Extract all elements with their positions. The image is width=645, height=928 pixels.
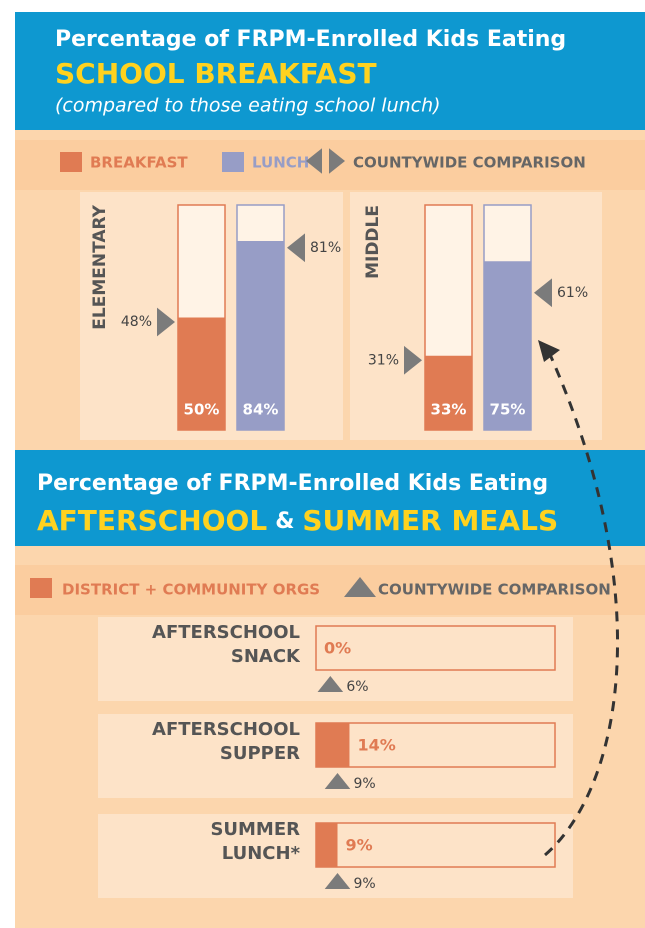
comparison-marker [324,773,351,789]
bar [316,823,338,867]
comparison-label: 81% [310,240,341,256]
category-label: AFTERSCHOOL SUPPER [152,719,300,764]
comparison-label: 6% [346,679,368,695]
comparison-marker [534,278,552,308]
legend-swatch [222,152,244,172]
row-label-box: SUMMER LUNCH* [100,818,300,866]
row-label-wrap: AFTERSCHOOL SNACK [100,621,300,669]
category-label: ELEMENTARY [90,204,110,329]
comparison-marker [324,873,351,889]
comparison-marker [287,233,305,263]
row-label-box: AFTERSCHOOL SUPPER [100,718,300,766]
value-label: 84% [243,401,279,419]
value-label: 0% [324,639,351,658]
bar [316,723,350,767]
comparison-label: 9% [354,776,376,792]
comparison-marker [317,676,344,692]
comparison-marker [157,307,175,337]
legend-marker [329,148,345,174]
comparison-marker [404,345,422,375]
category-label: MIDDLE [363,205,383,279]
legend-swatch [30,578,52,598]
title-highlight: SCHOOL BREAKFAST [55,57,377,90]
legend-label: COUNTYWIDE COMPARISON [378,581,611,599]
comparison-label: 31% [368,352,399,368]
comparison-label: 61% [557,285,588,301]
subtitle: (compared to those eating school lunch) [55,95,441,117]
arrowhead [538,340,560,362]
value-label: 9% [346,836,373,855]
legend-label: LUNCH [252,154,309,172]
bar-outline [315,722,556,768]
value-label: 14% [357,736,395,755]
bar [237,241,284,430]
legend-marker [344,577,376,597]
title: Percentage of FRPM-Enrolled Kids Eating [55,27,566,52]
comparison-label: 9% [354,876,376,892]
category-label: AFTERSCHOOL SNACK [152,622,300,667]
row-label-box: AFTERSCHOOL SNACK [100,621,300,669]
title: Percentage of FRPM-Enrolled Kids Eating [37,471,548,496]
panel [350,192,602,440]
header-1 [15,12,645,130]
category-label: SUMMER LUNCH* [210,819,300,864]
title-highlight-part: & [275,509,294,534]
legend-label: COUNTYWIDE COMPARISON [353,154,586,172]
bar [178,317,225,430]
value-label: 50% [184,401,220,419]
row-label-wrap: SUMMER LUNCH* [100,818,300,866]
marks: Percentage of FRPM-Enrolled Kids Eating S… [30,27,611,898]
bar [425,355,472,430]
value-label: 75% [490,401,526,419]
legend-label: DISTRICT + COMMUNITY ORGS [62,581,320,599]
legend-band-2 [15,565,645,615]
bar-outline [315,822,556,868]
title-highlight-part: SUMMER MEALS [302,504,558,537]
bar-outline [315,625,556,671]
legend-marker [306,148,322,174]
connector-arrow [544,349,619,857]
title-highlight: AFTERSCHOOL & SUMMER MEALS [37,504,558,537]
title-highlight-part: AFTERSCHOOL [37,504,267,537]
value-label: 33% [431,401,467,419]
bar [484,261,531,430]
legend-swatch [60,152,82,172]
comparison-label: 48% [121,314,152,330]
header-2 [15,450,645,546]
legend-label: BREAKFAST [90,154,188,172]
row-label-wrap: AFTERSCHOOL SUPPER [100,718,300,766]
